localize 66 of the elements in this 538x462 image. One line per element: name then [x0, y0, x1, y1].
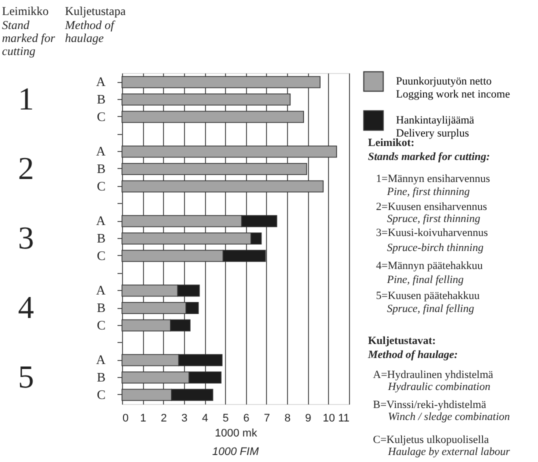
- y-tick-label: A: [96, 352, 106, 368]
- legend-label: Puunkorjuutyön netto Logging work net income: [396, 76, 510, 100]
- bar: [122, 180, 324, 192]
- text: Haulage by external labour: [387, 446, 511, 458]
- y-tick-label: A: [96, 74, 106, 90]
- text: Leimikko: [2, 4, 49, 18]
- y-tick-label: A: [96, 144, 106, 159]
- y-tick-label: B: [96, 370, 106, 385]
- text: B=Vinssi/reki-yhdistelmä: [373, 399, 486, 411]
- x-tick-label: 10: [322, 412, 335, 424]
- y-tick-label: A: [96, 282, 106, 298]
- x-axis-title: 1000 mk: [214, 428, 258, 440]
- text: Pine, first thinning: [386, 186, 470, 198]
- text: Pine, final felling: [386, 274, 464, 286]
- text: 4=Männyn päätehakkuu: [376, 260, 484, 272]
- text: 2=Kuusen ensiharvennus: [376, 201, 487, 213]
- bar: [122, 93, 291, 106]
- x-tick-label: 4: [202, 412, 208, 424]
- y-tick-label: B: [96, 230, 106, 246]
- text: 1=Männyn ensiharvennus: [376, 173, 490, 185]
- text: 1: [18, 80, 34, 116]
- text: Stand marked for cutting: [2, 18, 56, 58]
- y-tick-label: C: [96, 386, 106, 402]
- text: Leimikot:: [368, 137, 414, 149]
- text: 5=Kuusen päätehakkuu: [376, 290, 480, 302]
- bar: [122, 110, 304, 123]
- text: 1000 FIM: [212, 446, 260, 458]
- y-tick-label: B: [96, 161, 106, 176]
- text: Winch / sledge combination: [388, 411, 510, 423]
- text: C=Kuljetus ulkopuolisella: [373, 434, 490, 446]
- x-tick-label: 6: [243, 412, 250, 424]
- x-tick-label: 2: [160, 412, 167, 424]
- x-tick-label: 8: [284, 412, 291, 424]
- x-tick-label: 7: [264, 412, 270, 424]
- text: 2: [18, 150, 34, 186]
- y-tick-label: B: [96, 300, 106, 315]
- text: Method of haulage:: [367, 349, 458, 361]
- text: 5: [18, 358, 34, 395]
- legend-label: Hankintaylijäämä Delivery surplus: [396, 114, 474, 140]
- bar: [122, 76, 321, 88]
- text: Hydraulic combination: [387, 381, 491, 393]
- text: Kuljetustavat:: [368, 335, 436, 347]
- text: Kuljetustapa: [65, 4, 126, 18]
- x-tick-label: 3: [181, 412, 188, 424]
- y-tick-label: C: [96, 178, 106, 194]
- bar: [122, 162, 308, 176]
- x-tick-label: 9: [305, 412, 312, 424]
- y-tick-label: C: [96, 108, 106, 124]
- text: 3=Kuusi-koivuharvennus: [376, 227, 488, 239]
- text: Spruce, final felling: [387, 303, 475, 315]
- text: 4: [18, 289, 34, 325]
- y-tick-label: B: [96, 91, 106, 106]
- y-tick-label: A: [96, 213, 106, 228]
- text: 3: [18, 220, 34, 256]
- x-tick-label: 5: [222, 412, 229, 424]
- text: Stands marked for cutting:: [368, 151, 490, 163]
- text: A=Hydraulinen yhdistelmä: [373, 369, 494, 381]
- x-tick-label: 0: [122, 412, 129, 424]
- text: Method of haulage: [64, 18, 116, 45]
- y-tick-label: C: [96, 317, 106, 332]
- bar: [122, 146, 338, 158]
- x-tick-label: 1: [140, 412, 146, 424]
- text: Spruce-birch thinning: [387, 242, 484, 254]
- text: Spruce, first thinning: [387, 213, 481, 225]
- x-tick-label: 11: [338, 412, 350, 424]
- y-tick-label: C: [96, 248, 106, 263]
